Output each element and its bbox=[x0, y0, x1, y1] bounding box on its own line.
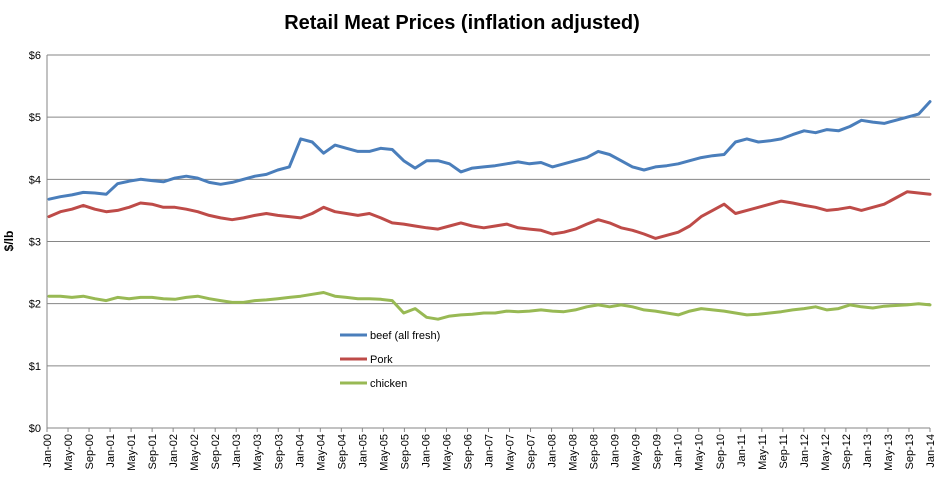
x-tick-label: Sep-08 bbox=[589, 434, 601, 469]
series-line-0 bbox=[47, 100, 932, 201]
x-tick-label: Jan-11 bbox=[736, 434, 748, 467]
x-tick-label: Jan-00 bbox=[42, 434, 54, 468]
x-tick-label: Jan-05 bbox=[357, 434, 369, 468]
x-tick-label: Sep-06 bbox=[462, 434, 474, 469]
x-tick-label: May-05 bbox=[378, 434, 390, 471]
x-tick-label: Sep-11 bbox=[778, 434, 790, 469]
x-tick-label: Jan-13 bbox=[862, 434, 874, 468]
series-lines bbox=[47, 100, 932, 321]
x-tick-label: Sep-13 bbox=[904, 434, 916, 469]
x-tick-label: Jan-09 bbox=[610, 434, 622, 468]
x-tick-label: May-08 bbox=[568, 434, 580, 471]
x-tick-label: Sep-03 bbox=[273, 434, 285, 469]
x-tick-label: May-01 bbox=[126, 434, 138, 471]
legend-label: beef (all fresh) bbox=[370, 330, 440, 342]
gridlines bbox=[47, 54, 930, 367]
y-tick-label: $6 bbox=[29, 50, 41, 62]
x-tick-label: May-13 bbox=[883, 434, 895, 471]
chart-title: Retail Meat Prices (inflation adjusted) bbox=[284, 12, 640, 34]
y-tick-label: $0 bbox=[29, 423, 41, 435]
x-tick-label: May-09 bbox=[631, 434, 643, 471]
x-tick-label: Jan-04 bbox=[294, 434, 306, 468]
legend-label: chicken bbox=[370, 378, 407, 390]
x-tick-label: Jan-01 bbox=[105, 434, 117, 468]
x-tick-label: Sep-05 bbox=[399, 434, 411, 469]
x-tick-label: May-11 bbox=[757, 434, 769, 470]
x-tick-label: May-12 bbox=[820, 434, 832, 471]
x-tick-label: Sep-02 bbox=[210, 434, 222, 469]
axes: $0 $1 $2 $3 $4 $5 $6 Jan-00 May-00 Sep-00 Jan-01 Ma… bbox=[29, 50, 936, 471]
x-tick-label: May-06 bbox=[441, 434, 453, 471]
series-line-2 bbox=[47, 291, 932, 321]
series-line-1 bbox=[47, 190, 932, 240]
y-tick-label: $4 bbox=[29, 174, 41, 186]
x-tick-label: May-02 bbox=[189, 434, 201, 471]
x-tick-label: Jan-12 bbox=[799, 434, 811, 468]
y-tick-label: $1 bbox=[29, 361, 41, 373]
x-tick-label: Jan-10 bbox=[673, 434, 685, 468]
x-tick-label: Jan-08 bbox=[547, 434, 559, 468]
x-tick-label: Sep-12 bbox=[841, 434, 853, 469]
x-tick-label: May-03 bbox=[252, 434, 264, 471]
x-tick-label: May-10 bbox=[694, 434, 706, 471]
x-tick-label: Sep-09 bbox=[652, 434, 664, 469]
x-tick-label: May-00 bbox=[63, 434, 75, 471]
x-tick-label: Sep-00 bbox=[84, 434, 96, 469]
x-tick-label: May-07 bbox=[505, 434, 517, 471]
x-tick-label: Jan-07 bbox=[484, 434, 496, 468]
x-tick-label: Jan-14 bbox=[925, 434, 936, 468]
x-tick-label: Sep-07 bbox=[526, 434, 538, 469]
y-tick-label: $2 bbox=[29, 299, 41, 311]
x-tick-label: Jan-03 bbox=[231, 434, 243, 468]
x-tick-label: Sep-01 bbox=[147, 434, 159, 469]
x-tick-label: Jan-02 bbox=[168, 434, 180, 468]
y-axis-label: $/lb bbox=[2, 231, 16, 252]
x-tick-label: Sep-04 bbox=[336, 434, 348, 469]
x-tick-label: Jan-06 bbox=[420, 434, 432, 468]
legend-label: Pork bbox=[370, 354, 393, 366]
legend: beef (all fresh) Pork chicken bbox=[340, 330, 440, 390]
y-tick-label: $5 bbox=[29, 112, 41, 124]
x-tick-label: May-04 bbox=[315, 434, 327, 471]
x-tick-label: Sep-10 bbox=[715, 434, 727, 469]
y-tick-label: $3 bbox=[29, 237, 41, 249]
